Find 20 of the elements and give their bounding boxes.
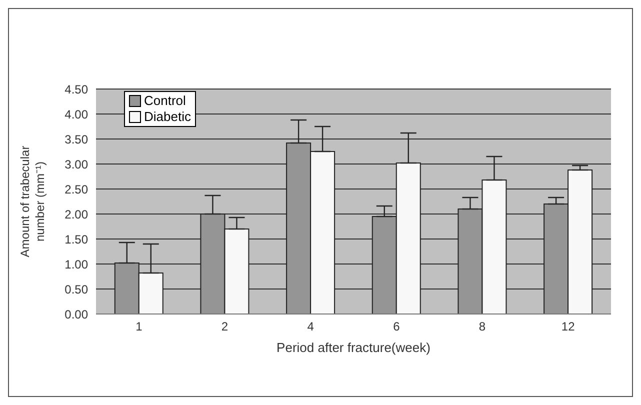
y-tick-label: 3.00: [64, 157, 88, 172]
x-tick-label: 4: [307, 320, 314, 334]
x-tick-label: 1: [136, 320, 143, 334]
x-tick-label: 8: [478, 320, 486, 334]
y-axis-title: Amount of trabecular number (mm⁻¹): [18, 146, 47, 258]
y-tick-label: 1.00: [64, 257, 88, 272]
legend-label: Control: [143, 93, 187, 109]
y-tick-label: 0.00: [64, 307, 88, 322]
x-axis-title: Period after fracture(week): [276, 340, 430, 355]
x-tick-label: 12: [561, 320, 576, 334]
y-tick-label: 1.50: [64, 232, 88, 246]
legend-label: Diabetic: [143, 109, 191, 125]
y-tick-label: 0.50: [64, 282, 88, 296]
x-tick-label: 6: [393, 320, 400, 334]
y-tick-label: 3.50: [64, 132, 88, 146]
y-tick-label: 4.00: [64, 107, 88, 122]
x-tick-label: 2: [221, 320, 228, 334]
y-tick-label: 2.00: [64, 207, 88, 222]
y-tick-label: 2.50: [64, 182, 88, 196]
y-tick-label: 4.50: [64, 82, 88, 96]
